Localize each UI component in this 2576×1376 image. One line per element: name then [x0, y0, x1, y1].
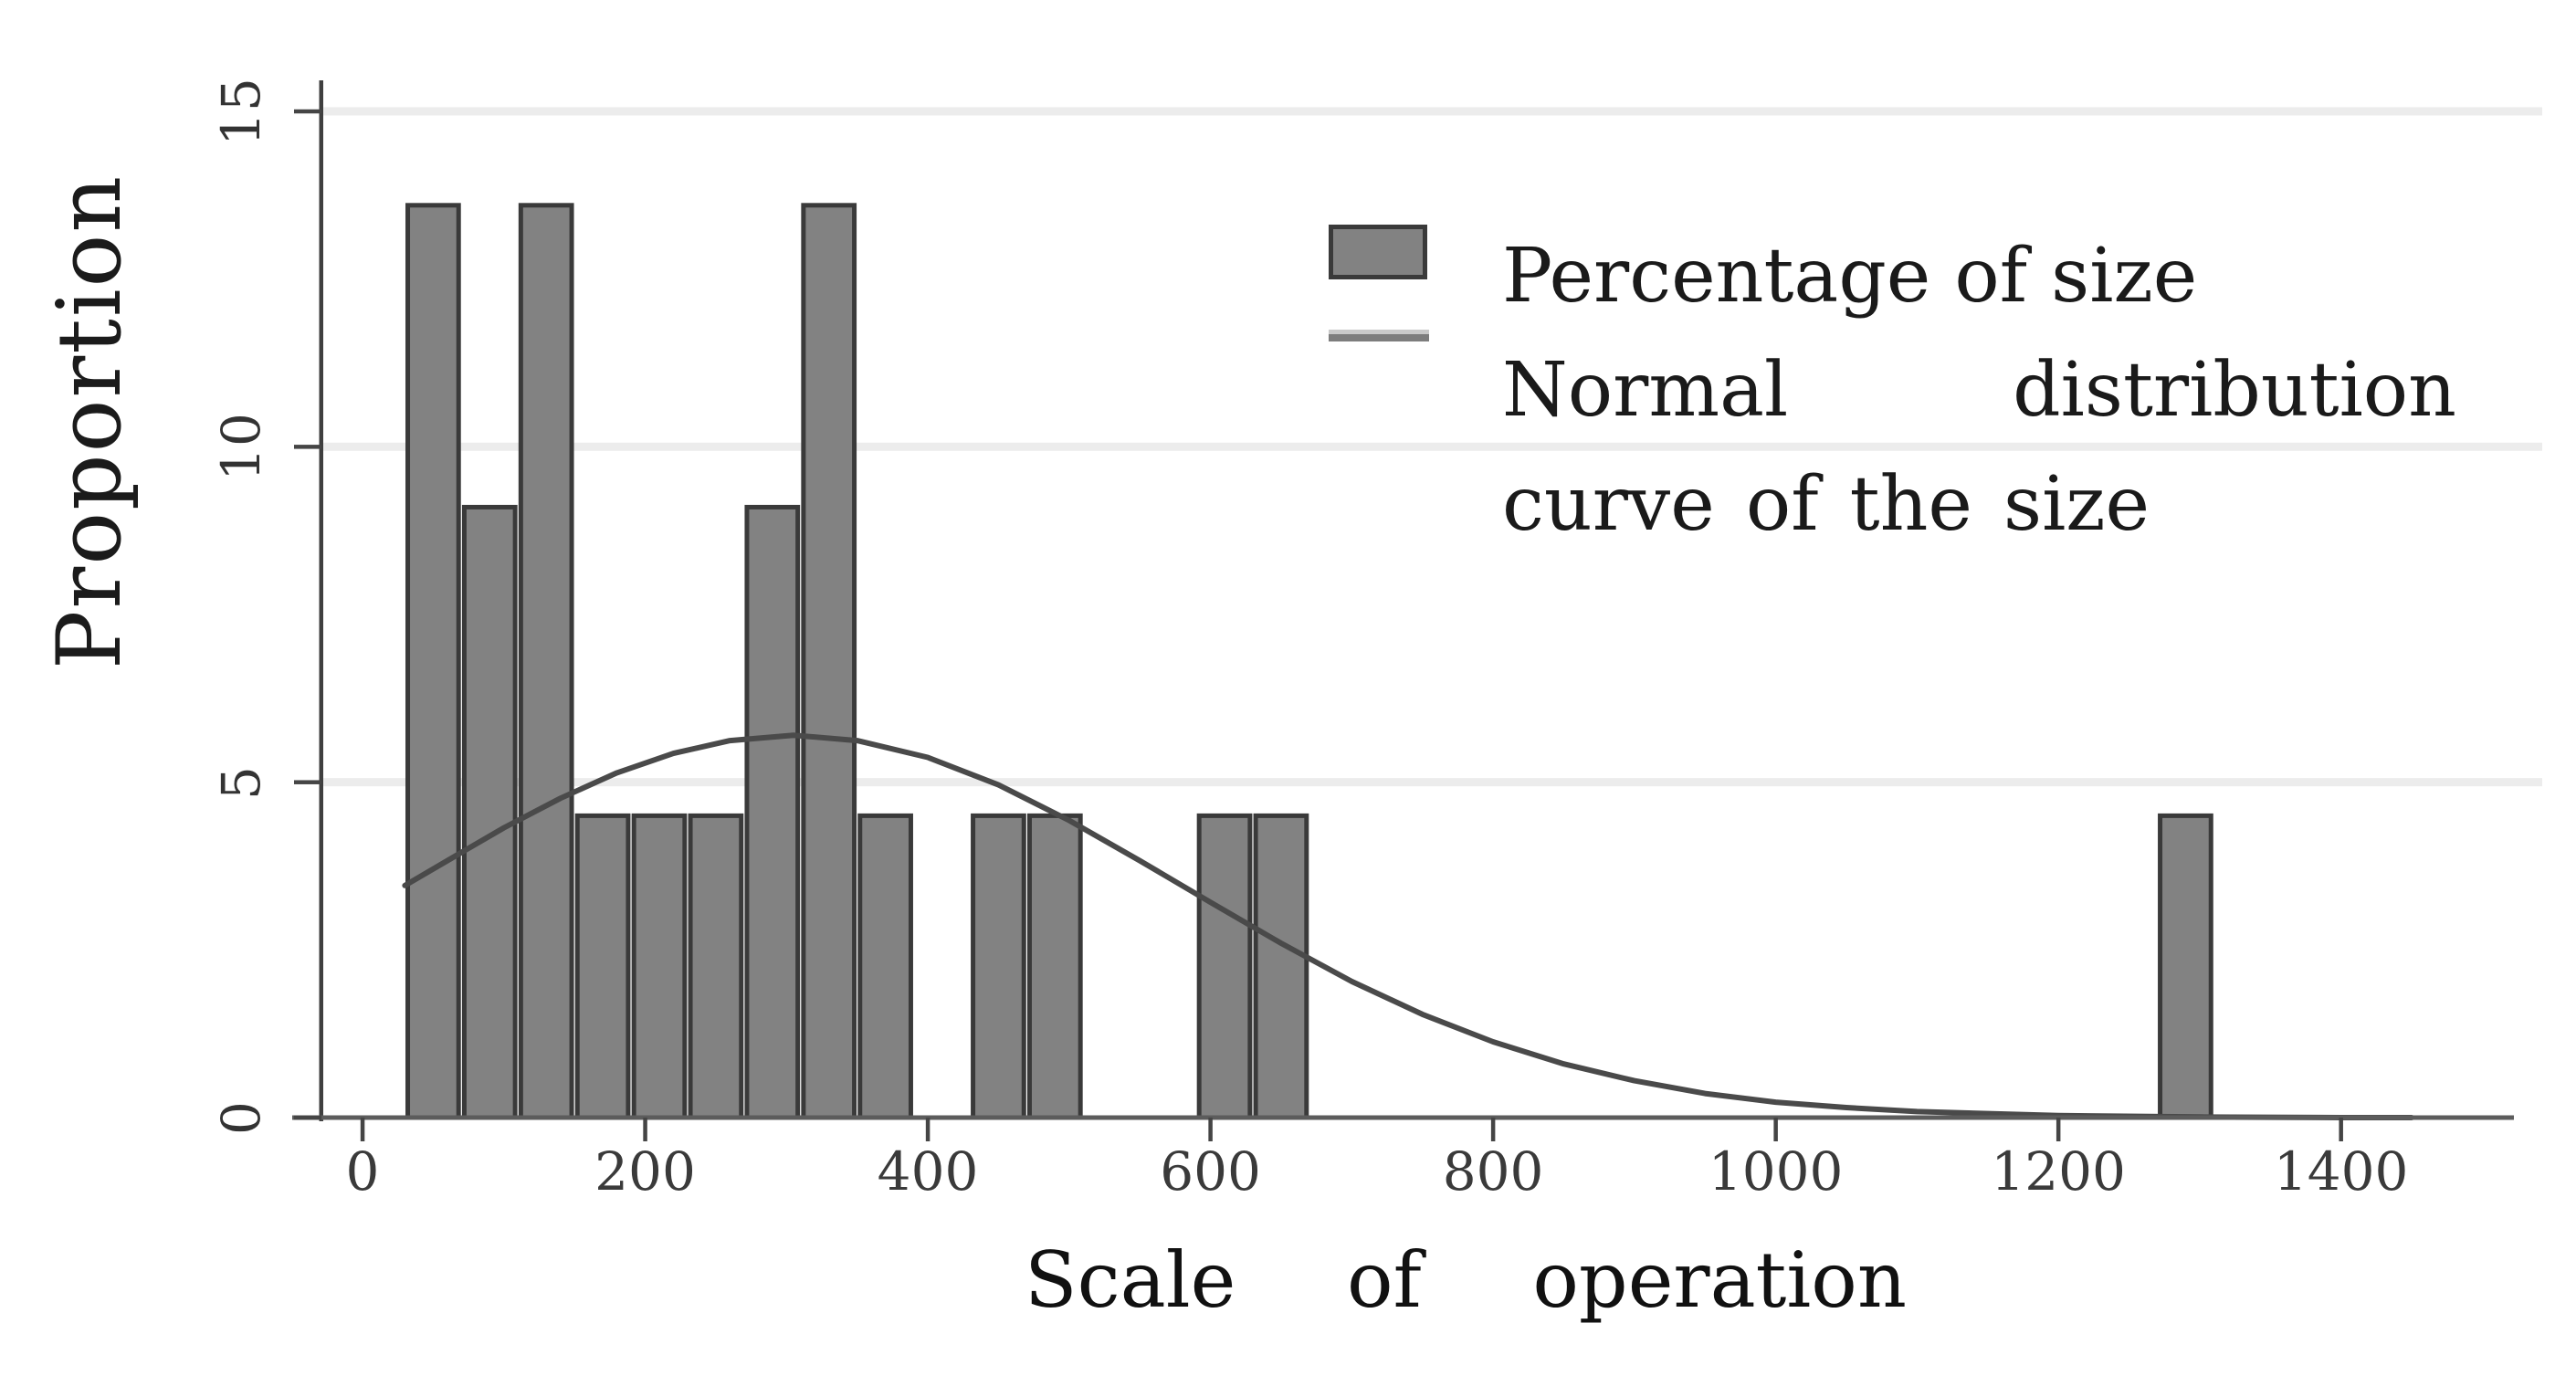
y-tick-label: 15 — [210, 77, 272, 146]
histogram-bar — [857, 813, 913, 1120]
grid-line — [321, 778, 2542, 787]
x-tick-mark — [2056, 1118, 2061, 1141]
histogram-bar — [688, 813, 744, 1120]
x-tick-mark — [1773, 1118, 1778, 1141]
x-tick-label: 200 — [594, 1140, 696, 1203]
grid-line — [321, 107, 2542, 116]
x-tick-mark — [1490, 1118, 1496, 1141]
y-axis-line — [319, 80, 323, 1121]
histogram-bar — [405, 203, 461, 1120]
legend-line-swatch-icon — [1329, 330, 1429, 341]
x-tick-mark — [2339, 1118, 2343, 1141]
x-tick-label: 0 — [345, 1140, 380, 1203]
x-tick-label: 800 — [1442, 1140, 1544, 1203]
x-tick-mark — [360, 1118, 365, 1141]
x-axis-title: Scale of operation — [1025, 1235, 1907, 1325]
grid-line — [321, 442, 2542, 451]
y-tick-mark — [294, 1115, 321, 1120]
legend-item-percentage-of-size: Percentage of size — [1502, 233, 2198, 320]
x-tick-label: 400 — [877, 1140, 979, 1203]
histogram-bar — [2158, 813, 2213, 1120]
histogram-bar — [971, 813, 1026, 1120]
x-tick-mark — [1208, 1118, 1213, 1141]
y-axis-title: Proportion — [38, 173, 141, 670]
legend: Percentage of size Normal distribution c… — [1329, 225, 2466, 548]
x-tick-label: 1400 — [2273, 1140, 2409, 1203]
normal-curve — [402, 732, 2414, 1120]
y-tick-mark — [294, 445, 321, 449]
x-tick-label: 1000 — [1708, 1140, 1844, 1203]
histogram-bar — [744, 504, 801, 1120]
histogram-bar — [1253, 813, 1309, 1120]
y-tick-mark — [294, 780, 321, 784]
x-tick-mark — [643, 1118, 647, 1141]
x-tick-label: 600 — [1160, 1140, 1261, 1203]
legend-item-normal-distribution: Normal distribution — [1502, 347, 2456, 434]
y-tick-label: 10 — [210, 412, 272, 482]
histogram-bar — [1196, 813, 1253, 1120]
histogram-bar — [518, 203, 574, 1120]
histogram-bar — [461, 504, 518, 1120]
y-tick-label: 0 — [210, 1100, 272, 1135]
legend-item-curve-of-size: curve of the size — [1502, 461, 2150, 548]
x-axis-line — [292, 1115, 2514, 1120]
x-tick-mark — [925, 1118, 931, 1141]
histogram-bar — [801, 203, 857, 1120]
histogram-bar — [631, 813, 688, 1120]
histogram-bar — [574, 813, 631, 1120]
histogram-bar — [1026, 813, 1083, 1120]
y-tick-label: 5 — [210, 764, 272, 800]
y-tick-mark — [294, 109, 321, 114]
legend-labels: Percentage of size Normal distribution c… — [1502, 219, 2456, 562]
x-tick-label: 1200 — [1991, 1140, 2126, 1203]
legend-bar-swatch-icon — [1329, 225, 1427, 279]
